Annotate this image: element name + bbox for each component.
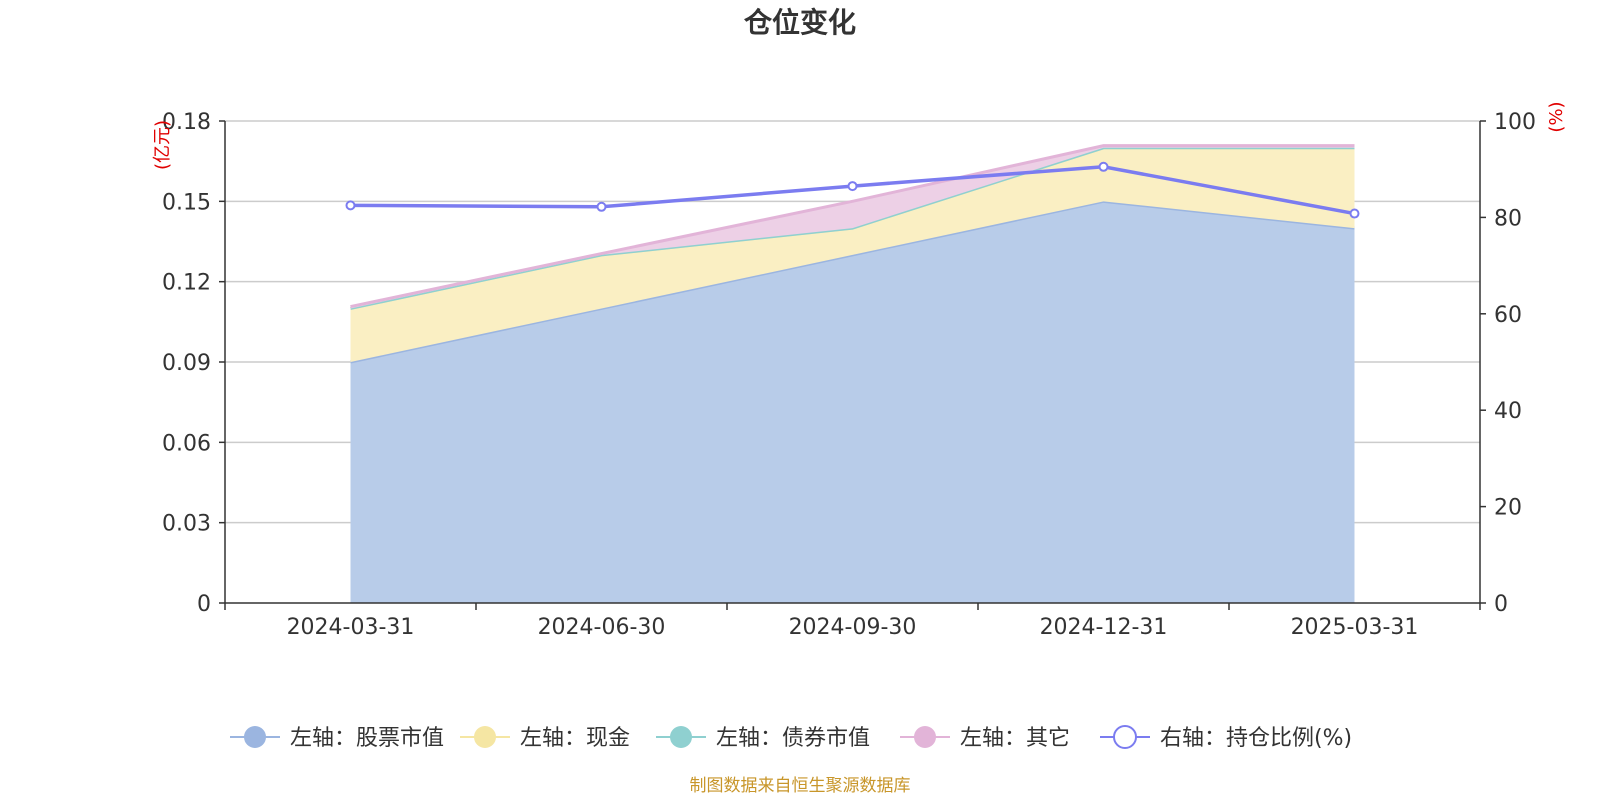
left-tick-label: 0.15 <box>162 190 211 215</box>
left-tick-label: 0.12 <box>162 271 211 296</box>
legend-item[interactable]: 左轴：其它 <box>900 726 1070 751</box>
line-series <box>345 161 1360 219</box>
left-tick-label: 0 <box>197 592 211 617</box>
area-edge-左轴：其它 <box>350 144 1355 309</box>
legend[interactable]: 左轴：股票市值 左轴：现金 左轴：债券市值 左轴：其它 右轴：持仓比例(%) <box>230 725 1352 751</box>
axes: 0 0.03 0.06 0.09 0.12 0.15 0.18 0 20 40 60 80 100 202… <box>162 110 1536 640</box>
legend-marker <box>244 726 266 748</box>
line-point[interactable] <box>847 181 858 192</box>
legend-label: 左轴：现金 <box>520 726 630 751</box>
area-左轴：股票市值 <box>350 201 1355 604</box>
legend-marker <box>474 726 496 748</box>
right-tick-label: 40 <box>1494 399 1522 424</box>
right-tick-label: 60 <box>1494 303 1522 328</box>
line-point[interactable] <box>1098 161 1109 172</box>
legend-label: 左轴：其它 <box>960 726 1070 751</box>
right-tick-label: 80 <box>1494 206 1522 231</box>
area-series <box>350 144 1355 604</box>
legend-marker <box>914 726 936 748</box>
line-point[interactable] <box>1349 208 1360 219</box>
x-tick-label: 2024-06-30 <box>538 615 666 640</box>
data-source-note: 制图数据来自恒生聚源数据库 <box>690 776 911 796</box>
left-axis-unit: (亿元) <box>152 120 173 170</box>
right-tick-label: 100 <box>1494 110 1536 135</box>
right-axis-unit: (%) <box>1546 101 1567 132</box>
x-tick-label: 2024-12-31 <box>1040 615 1168 640</box>
chart-title: 仓位变化 <box>744 6 856 39</box>
x-tick-label: 2024-03-31 <box>287 615 415 640</box>
right-tick-label: 20 <box>1494 496 1522 521</box>
x-tick-label: 2025-03-31 <box>1291 615 1419 640</box>
left-tick-label: 0.18 <box>162 110 211 135</box>
area-左轴：其它 <box>350 145 1355 309</box>
line-point[interactable] <box>345 200 356 211</box>
legend-label: 右轴：持仓比例(%) <box>1160 726 1352 751</box>
left-tick-label: 0.09 <box>162 351 211 376</box>
line-point[interactable] <box>596 201 607 212</box>
legend-item[interactable]: 右轴：持仓比例(%) <box>1100 725 1352 751</box>
left-tick-label: 0.03 <box>162 512 211 537</box>
legend-item[interactable]: 左轴：现金 <box>460 726 630 751</box>
legend-item[interactable]: 左轴：股票市值 <box>230 726 444 751</box>
right-tick-label: 0 <box>1494 592 1508 617</box>
legend-label: 左轴：股票市值 <box>290 726 444 751</box>
legend-label: 左轴：债券市值 <box>716 726 870 751</box>
left-tick-label: 0.06 <box>162 431 211 456</box>
x-tick-label: 2024-09-30 <box>789 615 917 640</box>
legend-marker <box>670 726 692 748</box>
legend-item[interactable]: 左轴：债券市值 <box>656 726 870 751</box>
legend-marker <box>1113 725 1137 749</box>
